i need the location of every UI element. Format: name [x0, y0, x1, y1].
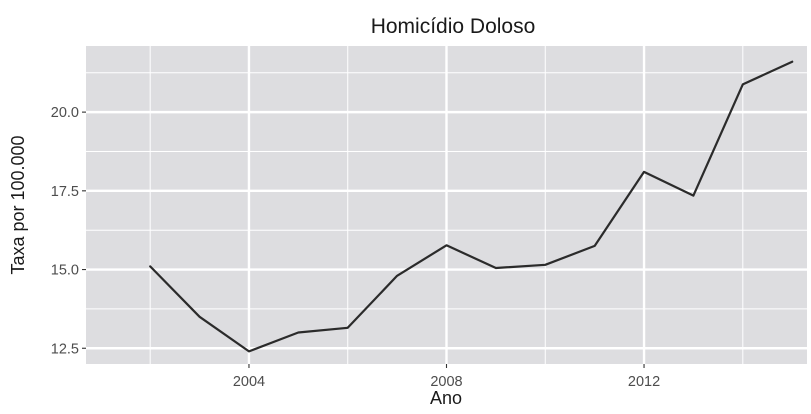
y-tick-label: 17.5	[51, 184, 79, 200]
y-tick-label: 12.5	[51, 341, 79, 357]
y-axis-title: Taxa por 100.000	[8, 135, 28, 274]
major-gridlines	[86, 46, 807, 364]
y-tick-label: 15.0	[51, 263, 79, 279]
y-axis: 12.5 15.0 17.5 20.0	[51, 105, 86, 357]
y-tick-label: 20.0	[51, 105, 79, 121]
series-line	[149, 60, 794, 353]
x-axis-title: Ano	[430, 388, 462, 408]
x-axis: 2004 2008 2012	[233, 364, 660, 390]
x-tick-label: 2004	[233, 374, 265, 390]
series-layer	[149, 60, 794, 353]
x-tick-label: 2008	[430, 374, 462, 390]
x-tick-label: 2012	[628, 374, 660, 390]
chart-title: Homicídio Doloso	[371, 15, 536, 38]
